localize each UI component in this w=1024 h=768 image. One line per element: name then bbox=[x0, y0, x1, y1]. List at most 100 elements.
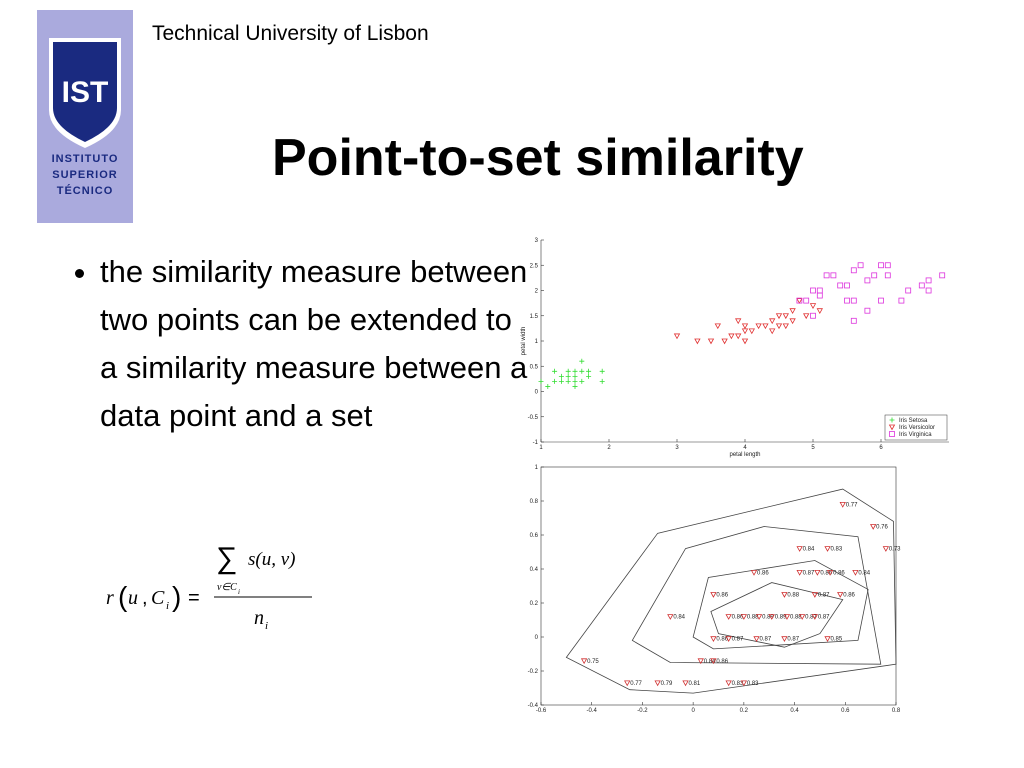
legend-marker bbox=[889, 417, 895, 423]
y-axis-label: petal width bbox=[521, 327, 527, 356]
legend-label: Iris Versicolor bbox=[899, 425, 935, 431]
point bbox=[775, 323, 783, 330]
point-label: 0.86 bbox=[757, 570, 769, 576]
point-label: 0.89 bbox=[775, 615, 787, 621]
point bbox=[830, 272, 837, 279]
point-label: 0.87 bbox=[787, 637, 799, 643]
point-label: 0.87 bbox=[818, 615, 830, 621]
point bbox=[809, 303, 817, 309]
point bbox=[769, 318, 776, 325]
formula-part: ( bbox=[118, 581, 128, 612]
point-label: 0.86 bbox=[716, 637, 728, 643]
logo-line: TÉCNICO bbox=[57, 184, 114, 197]
point bbox=[803, 297, 810, 304]
point bbox=[599, 368, 605, 374]
point bbox=[725, 614, 732, 620]
point bbox=[579, 378, 585, 384]
point bbox=[925, 287, 932, 294]
formula-part: , bbox=[142, 587, 148, 609]
point bbox=[697, 658, 704, 665]
point bbox=[837, 592, 844, 598]
point bbox=[565, 373, 571, 379]
point bbox=[580, 658, 588, 665]
point bbox=[882, 546, 890, 552]
x-tick-label: 4 bbox=[743, 445, 747, 451]
x-axis-label: petal length bbox=[729, 452, 760, 458]
y-tick-label: 0.5 bbox=[530, 364, 539, 370]
y-tick-label: 0.8 bbox=[530, 499, 539, 505]
point-label: 0.84 bbox=[673, 615, 685, 621]
x-tick-label: -0.6 bbox=[536, 708, 547, 714]
point bbox=[884, 262, 891, 269]
point bbox=[839, 502, 846, 508]
point bbox=[750, 570, 758, 576]
point bbox=[721, 338, 728, 345]
point bbox=[826, 570, 834, 576]
point bbox=[552, 378, 558, 384]
point-label: 0.79 bbox=[661, 681, 673, 687]
legend-box bbox=[884, 414, 948, 441]
point bbox=[753, 636, 760, 643]
point bbox=[864, 277, 871, 284]
y-tick-label: -0.5 bbox=[528, 415, 539, 421]
y-tick-label: 0.2 bbox=[530, 601, 539, 607]
point bbox=[558, 378, 564, 384]
point bbox=[796, 546, 803, 552]
point bbox=[762, 323, 769, 330]
x-tick-label: 1 bbox=[539, 445, 543, 451]
y-tick-label: 0.6 bbox=[530, 533, 539, 539]
y-tick-label: -1 bbox=[533, 440, 539, 446]
x-tick-label: 6 bbox=[879, 445, 883, 451]
point bbox=[545, 383, 551, 389]
y-tick-label: 0 bbox=[535, 635, 539, 641]
point bbox=[741, 338, 749, 345]
point bbox=[565, 368, 571, 374]
point-label: 0.87 bbox=[760, 637, 772, 643]
point bbox=[707, 338, 715, 345]
point bbox=[796, 298, 803, 304]
point bbox=[824, 636, 831, 643]
point bbox=[857, 262, 864, 269]
point bbox=[939, 272, 946, 279]
contour bbox=[631, 526, 882, 665]
x-tick-label: -0.2 bbox=[637, 708, 648, 714]
point bbox=[878, 262, 884, 269]
point-label: 0.77 bbox=[846, 502, 858, 508]
point-label: 0.88 bbox=[790, 615, 802, 621]
logo-line: INSTITUTO bbox=[52, 153, 119, 165]
point bbox=[850, 297, 857, 304]
formula-part: i bbox=[238, 588, 240, 596]
point bbox=[572, 383, 578, 389]
y-tick-label: -0.4 bbox=[528, 703, 539, 709]
x-tick-label: 5 bbox=[811, 445, 815, 451]
point bbox=[783, 614, 791, 620]
point-label: 0.87 bbox=[818, 593, 830, 599]
point bbox=[811, 592, 819, 598]
logo-mark: IST bbox=[62, 76, 109, 109]
point bbox=[586, 373, 592, 379]
point bbox=[728, 333, 735, 340]
x-tick-label: 3 bbox=[675, 445, 679, 451]
point bbox=[586, 368, 592, 374]
point-label: 0.86 bbox=[732, 615, 744, 621]
point bbox=[925, 277, 932, 284]
formula-part: v∈C bbox=[217, 582, 237, 593]
point bbox=[837, 282, 844, 289]
formula-part: n bbox=[254, 607, 264, 629]
formula-part: s(u, v) bbox=[248, 549, 295, 570]
point bbox=[558, 373, 564, 379]
point bbox=[579, 358, 585, 364]
y-tick-label: 2.5 bbox=[530, 263, 539, 269]
point bbox=[810, 287, 816, 294]
point bbox=[741, 328, 749, 335]
point-label: 0.87 bbox=[803, 570, 815, 576]
point bbox=[781, 592, 788, 598]
point bbox=[844, 282, 850, 289]
formula-part: ) bbox=[172, 581, 181, 612]
formula-part: u bbox=[128, 587, 138, 609]
contour bbox=[692, 560, 869, 650]
point-label: 0.83 bbox=[732, 681, 744, 687]
point bbox=[781, 636, 788, 643]
point bbox=[816, 287, 823, 294]
